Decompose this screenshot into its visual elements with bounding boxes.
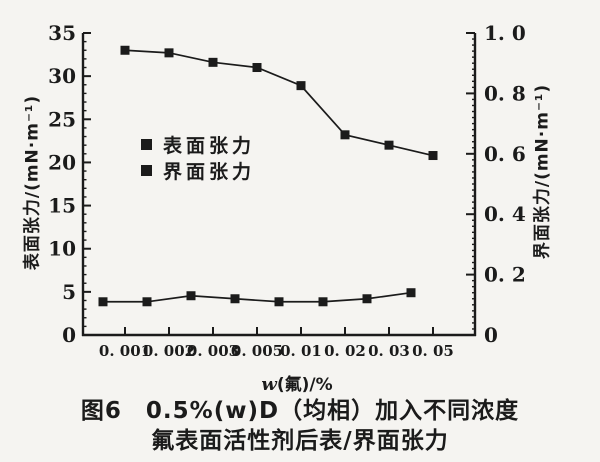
data-point-marker: [340, 130, 350, 140]
left-axis-tick-label: 0: [62, 323, 76, 347]
x-axis-tick-label: 0. 005: [231, 342, 283, 360]
legend: 表面张力 界面张力: [141, 131, 255, 183]
right-axis-tick-label: 0: [484, 323, 498, 347]
legend-item-interfacial-tension: 界面张力: [141, 157, 255, 183]
left-axis-tick-label: 35: [48, 21, 76, 45]
data-point-marker: [428, 151, 438, 161]
data-point-marker: [318, 297, 328, 307]
x-axis-label-variable: w: [261, 374, 277, 395]
square-marker-icon: [141, 138, 152, 150]
square-marker-icon: [141, 164, 152, 176]
data-point-marker: [384, 140, 394, 150]
right-axis-tick-label: 0. 8: [484, 81, 526, 105]
right-axis-tick-label: 1. 0: [484, 21, 526, 45]
data-point-marker: [164, 48, 174, 58]
data-point-marker: [208, 57, 218, 67]
data-point-marker: [98, 297, 108, 307]
legend-label-interfacial-tension: 界面张力: [163, 160, 256, 183]
series-line-interfacial-tension: [103, 291, 412, 303]
data-point-marker: [142, 297, 152, 307]
x-axis-tick-label: 0. 01: [280, 342, 322, 360]
x-axis-tick-label: 0. 001: [99, 342, 151, 360]
right-axis-tick-label: 0. 2: [484, 263, 526, 287]
left-axis-tick-label: 30: [48, 64, 76, 88]
figure-caption: 图6 0.5%(w)D（均相）加入不同浓度 氟表面活性剂后表/界面张力: [0, 396, 600, 456]
x-axis-tick-label: 0. 03: [368, 342, 410, 360]
data-point-marker: [230, 294, 240, 304]
x-axis-tick-label: 0. 02: [324, 342, 366, 360]
x-axis-tick-label: 0. 05: [412, 342, 454, 360]
right-axis-label: 界面张力/(mN·m⁻¹): [532, 83, 553, 260]
right-axis-tick-label: 0. 6: [484, 142, 526, 166]
legend-item-surface-tension: 表面张力: [141, 131, 255, 157]
left-axis-tick-label: 15: [48, 194, 76, 218]
data-point-marker: [406, 288, 416, 298]
x-axis-tick-label: 0. 002: [143, 342, 195, 360]
left-axis-tick-label: 5: [62, 280, 76, 304]
right-axis-tick-label: 0. 4: [484, 202, 526, 226]
left-axis-tick-label: 25: [48, 107, 76, 131]
data-point-marker: [296, 81, 306, 91]
left-axis-label: 表面张力/(mN·m⁻¹): [22, 94, 43, 271]
left-axis-tick-label: 10: [48, 237, 76, 261]
legend-label-surface-tension: 表面张力: [163, 134, 256, 157]
x-axis-tick-label: 0. 003: [187, 342, 239, 360]
caption-line-1: 图6 0.5%(w)D（均相）加入不同浓度: [80, 398, 520, 424]
series-line-surface-tension: [124, 49, 434, 157]
x-axis-label-unit: (氟)/%: [276, 375, 333, 395]
left-axis-tick-label: 20: [48, 150, 76, 174]
x-axis-label: w(氟)/%: [237, 370, 357, 395]
data-point-marker: [252, 63, 262, 73]
data-point-marker: [274, 297, 284, 307]
data-point-marker: [120, 45, 130, 55]
data-point-marker: [186, 291, 196, 301]
data-point-marker: [362, 294, 372, 304]
caption-line-2: 氟表面活性剂后表/界面张力: [151, 428, 449, 454]
